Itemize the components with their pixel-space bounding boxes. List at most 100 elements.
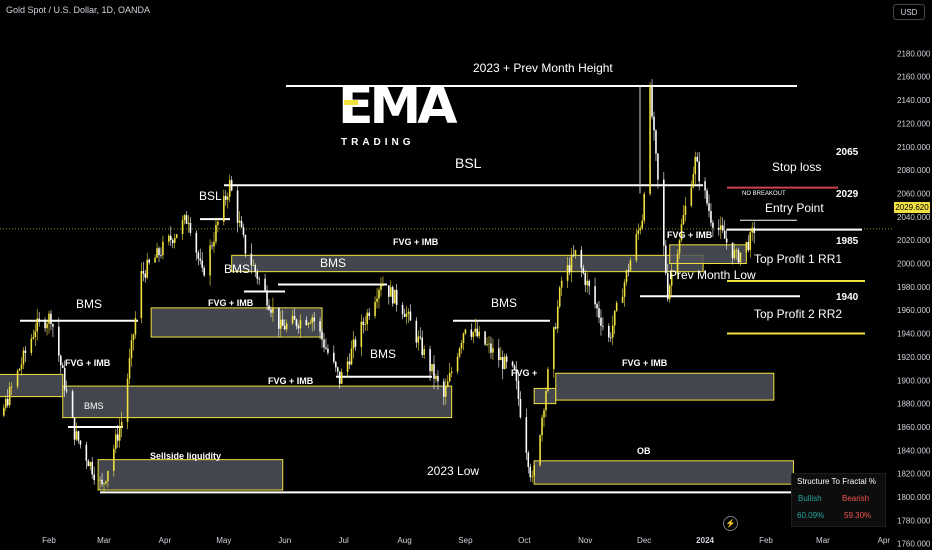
candle-body bbox=[242, 227, 245, 235]
candle-body bbox=[437, 375, 439, 382]
candle-body bbox=[653, 116, 655, 131]
currency-button[interactable]: USD bbox=[893, 4, 925, 20]
bsl-label-small: BSL bbox=[199, 189, 222, 203]
candle-body bbox=[433, 364, 435, 379]
candle-body bbox=[519, 399, 522, 418]
candle-body bbox=[554, 327, 557, 329]
candle-body bbox=[393, 289, 396, 304]
candle-body bbox=[527, 452, 530, 467]
bms-label-5: BMS bbox=[491, 296, 518, 310]
candle-body bbox=[105, 481, 107, 484]
candle-body bbox=[464, 329, 467, 334]
candle-body bbox=[637, 230, 640, 235]
candle-body bbox=[338, 371, 341, 384]
bullish-label: Bullish bbox=[798, 494, 822, 503]
x-tick-label: Feb bbox=[42, 536, 56, 545]
candle-body bbox=[600, 317, 602, 326]
candle-body bbox=[346, 361, 349, 372]
level-2029: 2029 bbox=[836, 189, 859, 200]
top-profit-2-label: Top Profit 2 RR2 bbox=[754, 307, 843, 321]
candle-body bbox=[140, 271, 143, 319]
candle-body bbox=[474, 328, 477, 333]
y-tick-label: 1940.000 bbox=[897, 330, 931, 339]
y-tick-label: 1760.000 bbox=[897, 540, 931, 549]
bearish-label: Bearish bbox=[842, 494, 870, 503]
candle-body bbox=[154, 257, 156, 263]
candle-body bbox=[291, 315, 294, 324]
candle-body bbox=[38, 318, 40, 321]
candle-body bbox=[158, 248, 160, 256]
candle-body bbox=[415, 320, 418, 343]
bms-label-1: BMS bbox=[76, 297, 103, 311]
candle-body bbox=[278, 307, 280, 329]
y-tick-label: 1920.000 bbox=[897, 353, 931, 362]
candle-body bbox=[460, 343, 463, 349]
candle-body bbox=[655, 130, 657, 154]
candle-body bbox=[217, 221, 219, 225]
zone-label-4: FVG + IMB bbox=[65, 358, 111, 368]
candle-body bbox=[560, 280, 563, 288]
x-tick-label: Feb bbox=[759, 536, 773, 545]
candle-body bbox=[272, 307, 274, 313]
candle-body bbox=[79, 440, 82, 445]
candle-body bbox=[611, 325, 614, 338]
candle-body bbox=[609, 337, 612, 339]
candle-body bbox=[598, 308, 600, 318]
candle-body bbox=[87, 460, 90, 467]
x-tick-label: Mar bbox=[97, 536, 111, 545]
candle-body bbox=[421, 337, 424, 355]
candle-body bbox=[173, 237, 176, 244]
candle-body bbox=[148, 259, 150, 263]
candle-body bbox=[250, 253, 253, 266]
candle-body bbox=[484, 331, 486, 345]
candle-body bbox=[374, 301, 376, 317]
candle-body bbox=[323, 339, 325, 348]
candle-body bbox=[128, 358, 131, 379]
candle-body bbox=[293, 315, 296, 320]
y-tick-label: 1880.000 bbox=[897, 400, 931, 409]
candle-body bbox=[582, 267, 585, 274]
candle-body bbox=[639, 228, 642, 231]
candle-body bbox=[201, 260, 204, 268]
candle-body bbox=[44, 320, 46, 329]
zone-label-7: FVG + IMB bbox=[622, 358, 668, 368]
candle-body bbox=[486, 344, 488, 345]
candle-body bbox=[668, 285, 671, 300]
zone-label-3: FVG + IMB bbox=[667, 230, 713, 240]
x-tick-label: 2024 bbox=[696, 536, 714, 545]
candle-body bbox=[712, 222, 714, 228]
bearish-value: 59.30% bbox=[844, 511, 872, 520]
candle-body bbox=[319, 321, 321, 332]
candle-body bbox=[556, 306, 559, 329]
candle-body bbox=[362, 321, 365, 325]
y-tick-label: 1800.000 bbox=[897, 493, 931, 502]
candle-body bbox=[321, 331, 323, 340]
candle-body bbox=[594, 286, 596, 305]
candle-body bbox=[59, 355, 62, 366]
candle-body bbox=[295, 319, 298, 327]
flash-icon[interactable]: ⚡ bbox=[723, 516, 738, 531]
candle-body bbox=[690, 187, 693, 206]
candle-body bbox=[568, 265, 571, 273]
candle-body bbox=[515, 369, 518, 381]
candle-body bbox=[18, 368, 21, 371]
candle-body bbox=[258, 278, 260, 280]
zone-box bbox=[62, 385, 453, 419]
zone-label-8: OB bbox=[637, 446, 651, 456]
current-price-tag: 2029.620 bbox=[894, 202, 930, 213]
candle-body bbox=[113, 448, 115, 471]
candle-body bbox=[450, 371, 453, 374]
candle-body bbox=[403, 313, 406, 317]
candle-body bbox=[61, 365, 64, 368]
zone-label-2: FVG + IMB bbox=[208, 298, 254, 308]
candle-body bbox=[209, 245, 211, 276]
candle-body bbox=[10, 386, 13, 388]
candle-body bbox=[694, 156, 697, 175]
candle-body bbox=[91, 462, 94, 475]
candle-body bbox=[680, 224, 683, 241]
candle-body bbox=[252, 265, 255, 266]
candle-body bbox=[376, 298, 378, 302]
y-tick-label: 2120.000 bbox=[897, 119, 931, 128]
